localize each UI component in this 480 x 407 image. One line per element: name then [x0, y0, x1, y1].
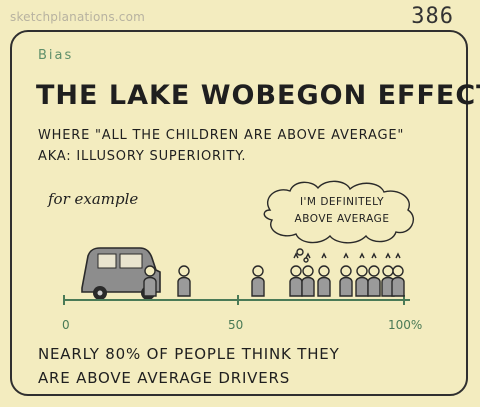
person-icon	[251, 265, 265, 297]
axis-label-mid: 50	[228, 318, 244, 332]
sketch-number: 386	[411, 4, 454, 29]
page-title: THE LAKE WOBEGON EFFECT	[36, 80, 480, 111]
person-icon	[143, 265, 157, 297]
example-label: for example	[48, 190, 139, 208]
site-url: sketchplanations.com	[10, 10, 146, 24]
category-tag: Bias	[38, 48, 74, 63]
person-icon	[339, 252, 353, 297]
thought-text: I'M DEFINITELY ABOVE AVERAGE	[277, 194, 407, 228]
thought-line-1: I'M DEFINITELY	[299, 196, 385, 208]
person-icon	[289, 252, 303, 297]
subtitle-line-2: AKA: ILLUSORY SUPERIORITY.	[38, 149, 247, 164]
person-icon	[355, 252, 369, 297]
caption-line-2: ARE ABOVE AVERAGE DRIVERS	[38, 369, 291, 387]
person-icon	[301, 252, 315, 297]
caption-line-1: NEARLY 80% OF PEOPLE THINK THEY	[38, 345, 340, 363]
person-icon	[367, 252, 381, 297]
people-group	[143, 252, 405, 297]
axis-label-end: 100%	[388, 318, 423, 332]
person-icon	[317, 252, 331, 297]
axis-label-start: 0	[62, 318, 70, 332]
sketch-card	[10, 30, 468, 396]
thought-line-2: ABOVE AVERAGE	[294, 213, 390, 225]
person-icon	[177, 265, 191, 297]
subtitle-line-1: WHERE "ALL THE CHILDREN ARE ABOVE AVERAG…	[38, 128, 405, 143]
person-icon	[391, 252, 405, 297]
